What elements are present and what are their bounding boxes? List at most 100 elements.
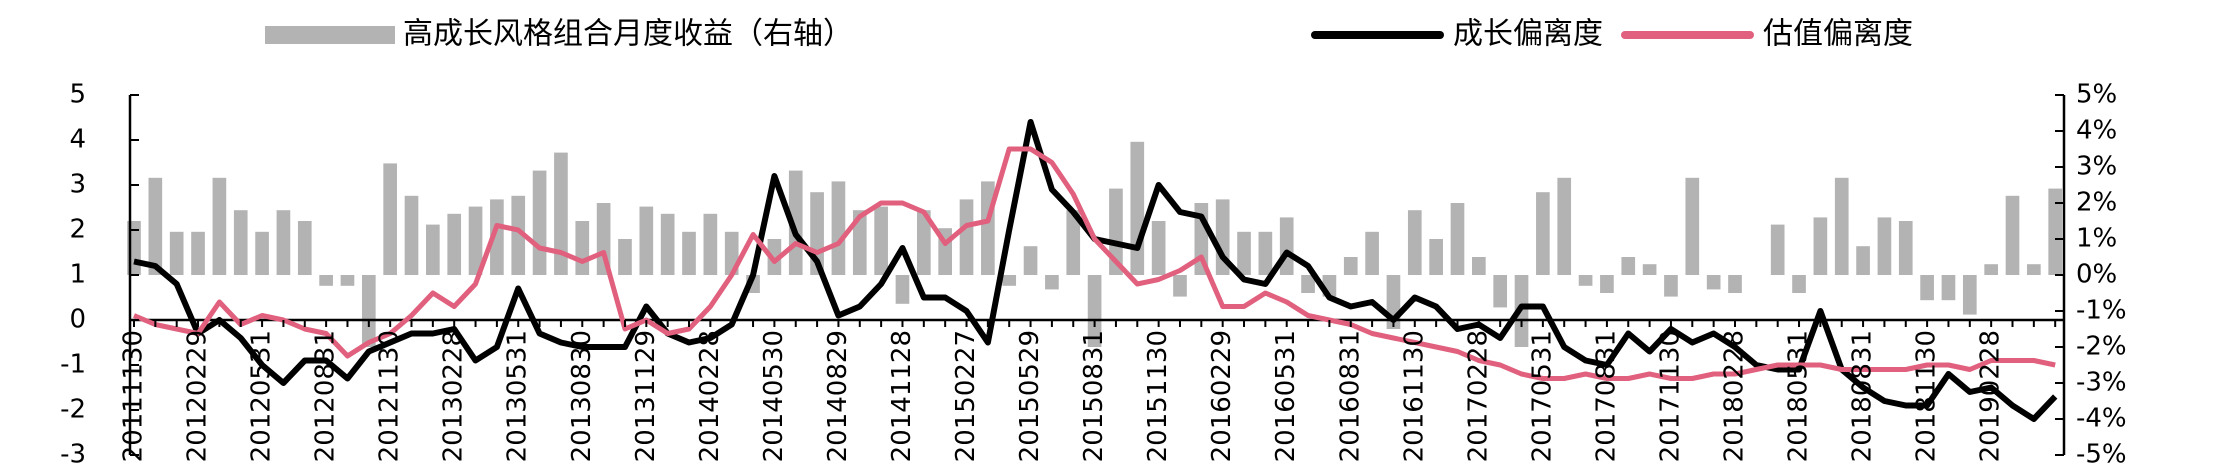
bar bbox=[1856, 246, 1870, 275]
bar bbox=[1578, 275, 1593, 286]
x-tick-label: 20140228 bbox=[695, 330, 725, 462]
y-tick-label: -1 bbox=[60, 350, 86, 380]
bar bbox=[447, 213, 462, 275]
bar bbox=[1706, 275, 1721, 290]
x-tick-label: 20130830 bbox=[567, 330, 597, 462]
bar bbox=[148, 177, 163, 275]
bar bbox=[852, 210, 867, 275]
bar bbox=[1472, 257, 1486, 275]
bar bbox=[1450, 203, 1465, 275]
y-tick-label: 1 bbox=[69, 260, 86, 290]
bar bbox=[1493, 275, 1508, 308]
x-tick-label: 20120531 bbox=[247, 330, 277, 462]
bar bbox=[1984, 264, 1998, 275]
bar bbox=[1898, 221, 1913, 275]
legend: 高成长风格组合月度收益（右轴） 成长偏离度 估值偏离度 bbox=[265, 17, 1913, 52]
x-tick-label: 20171130 bbox=[1655, 330, 1685, 462]
bar bbox=[1109, 188, 1123, 275]
bar bbox=[532, 170, 547, 275]
x-tick-label: 20180228 bbox=[1719, 330, 1749, 462]
bar bbox=[831, 181, 846, 275]
bar bbox=[297, 221, 312, 275]
bar bbox=[1728, 275, 1742, 293]
bar bbox=[1258, 231, 1273, 275]
bar bbox=[1813, 217, 1828, 275]
bar bbox=[1365, 231, 1379, 275]
bar bbox=[1834, 177, 1849, 275]
x-tick-label: 20170831 bbox=[1591, 330, 1621, 462]
bar bbox=[1237, 231, 1251, 275]
bar bbox=[2005, 195, 2020, 275]
y2-tick-label: 4% bbox=[2076, 116, 2117, 146]
bar bbox=[1151, 221, 1166, 275]
bar bbox=[340, 275, 355, 286]
bar bbox=[511, 195, 526, 275]
line bbox=[133, 146, 2056, 381]
x-tick-label: 20131129 bbox=[631, 330, 661, 462]
bar bbox=[554, 152, 568, 275]
bar bbox=[1407, 210, 1422, 275]
y2-tick-label: -1% bbox=[2076, 296, 2127, 326]
bar bbox=[468, 206, 483, 275]
y-tick-label: 4 bbox=[69, 125, 86, 155]
bar bbox=[191, 231, 205, 275]
bar bbox=[981, 181, 995, 275]
bar bbox=[1087, 275, 1102, 347]
x-tick-label: 20151130 bbox=[1143, 330, 1173, 462]
y-tick-label: 3 bbox=[69, 170, 86, 200]
bar bbox=[1664, 275, 1678, 297]
bar bbox=[1130, 141, 1145, 275]
bar bbox=[618, 239, 632, 275]
bar bbox=[361, 275, 376, 347]
x-tick-label: 20140530 bbox=[759, 330, 789, 462]
y-tick-label: -3 bbox=[60, 440, 86, 465]
x-tick-label: 20141128 bbox=[887, 330, 917, 462]
bar bbox=[404, 195, 419, 275]
bar bbox=[1173, 275, 1187, 297]
bar bbox=[1045, 275, 1059, 290]
x-tick-label: 20150529 bbox=[1015, 330, 1045, 462]
y-tick-label: -2 bbox=[60, 395, 86, 425]
bar bbox=[383, 163, 397, 275]
y2-tick-label: 2% bbox=[2076, 188, 2117, 218]
bar bbox=[233, 210, 248, 275]
x-tick-label: 20170531 bbox=[1527, 330, 1557, 462]
bar bbox=[255, 231, 269, 275]
y-tick-label: 2 bbox=[69, 215, 86, 245]
x-tick-label: 20161130 bbox=[1399, 330, 1429, 462]
x-tick-label: 20111130 bbox=[119, 330, 149, 462]
legend-label: 成长偏离度 bbox=[1453, 17, 1603, 52]
bar bbox=[959, 199, 974, 275]
legend-swatch bbox=[265, 26, 395, 44]
x-tick-label: 20150227 bbox=[951, 330, 981, 462]
bar bbox=[1941, 275, 1956, 301]
bar bbox=[1279, 217, 1294, 275]
x-tick-label: 20121130 bbox=[375, 330, 405, 462]
x-tick-label: 20170228 bbox=[1463, 330, 1493, 462]
bar bbox=[895, 275, 910, 304]
bar bbox=[916, 210, 931, 275]
y-tick-label: 5 bbox=[69, 80, 86, 110]
y2-tick-label: -3% bbox=[2076, 368, 2127, 398]
x-tick-label: 20181130 bbox=[1912, 330, 1942, 462]
bar bbox=[874, 206, 888, 275]
bar bbox=[426, 224, 440, 275]
x-tick-label: 20160831 bbox=[1335, 330, 1365, 462]
bar bbox=[2027, 264, 2041, 275]
bar bbox=[1600, 275, 1614, 293]
bar bbox=[575, 221, 590, 275]
y2-tick-label: 0% bbox=[2076, 260, 2117, 290]
bar bbox=[319, 275, 333, 286]
bar bbox=[1642, 264, 1657, 275]
x-tick-label: 20190228 bbox=[1976, 330, 2006, 462]
x-tick-label: 20120831 bbox=[311, 330, 341, 462]
bar bbox=[276, 210, 291, 275]
x-tick-label: 20180831 bbox=[1848, 330, 1878, 462]
bar bbox=[660, 213, 675, 275]
x-tick-label: 20160531 bbox=[1271, 330, 1301, 462]
bar bbox=[1770, 224, 1785, 275]
x-tick-label: 20140829 bbox=[823, 330, 853, 462]
bar bbox=[1877, 217, 1892, 275]
bar bbox=[682, 231, 696, 275]
